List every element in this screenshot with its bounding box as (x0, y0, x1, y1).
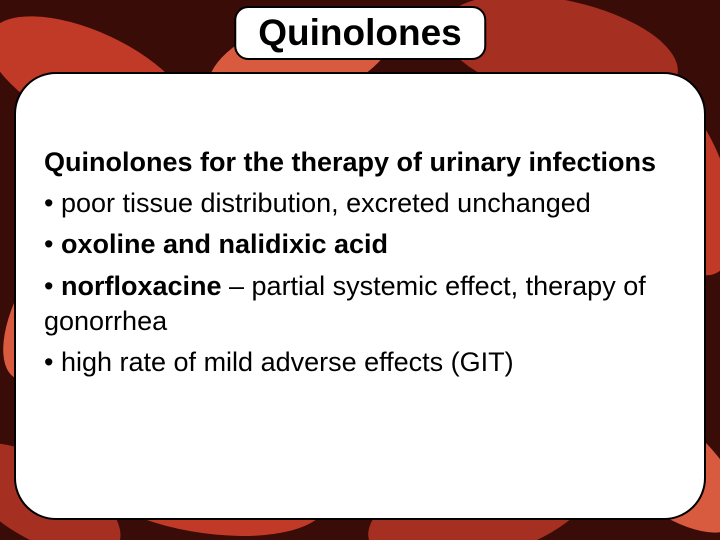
content-panel: Quinolones for the therapy of urinary in… (14, 72, 706, 520)
bullet-3: • norfloxacine – partial systemic effect… (44, 269, 676, 339)
bullet-text: high rate of mild adverse effects (GIT) (61, 347, 514, 377)
bullet-2: • oxoline and nalidixic acid (44, 227, 676, 262)
bullet-marker: • (44, 271, 61, 301)
bullet-text: poor tissue distribution, excreted uncha… (61, 188, 591, 218)
bullet-1: • poor tissue distribution, excreted unc… (44, 186, 676, 221)
content-subheading: Quinolones for the therapy of urinary in… (44, 146, 676, 178)
bullet-marker: • (44, 229, 61, 259)
slide-title: Quinolones (258, 12, 462, 53)
slide-title-box: Quinolones (234, 6, 486, 60)
bullet-4: • high rate of mild adverse effects (GIT… (44, 345, 676, 380)
bullet-bold: oxoline and nalidixic acid (61, 229, 388, 259)
bullet-marker: • (44, 188, 61, 218)
bullet-marker: • (44, 347, 61, 377)
bullet-bold: norfloxacine (61, 271, 222, 301)
